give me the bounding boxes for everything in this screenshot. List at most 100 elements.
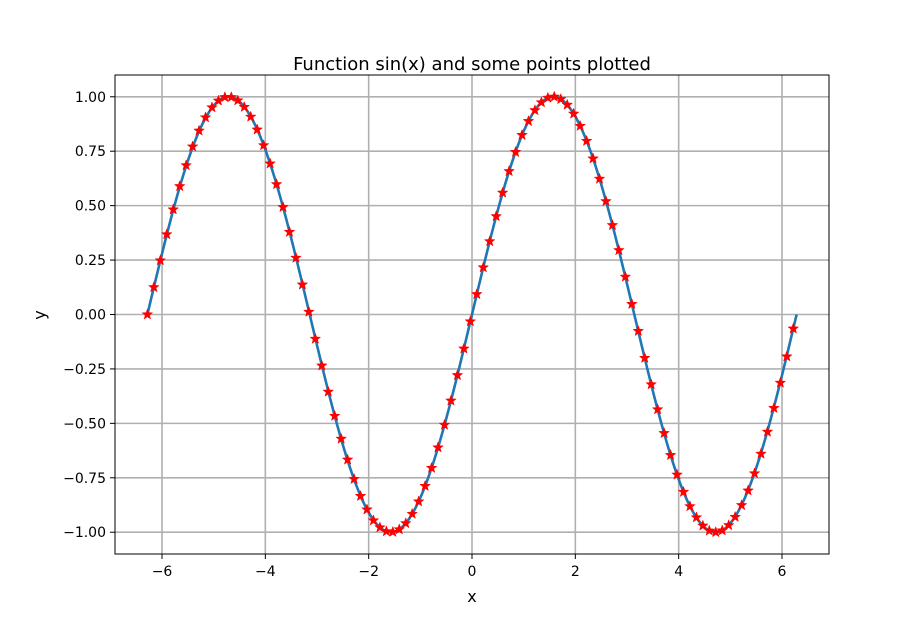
- data-point-star: [522, 114, 535, 127]
- data-point-star: [328, 409, 341, 421]
- data-point-star: [606, 219, 619, 231]
- data-point-star: [160, 228, 173, 240]
- data-point-star: [780, 350, 793, 362]
- data-point-star: [373, 521, 386, 533]
- x-tick-label: 4: [674, 564, 683, 580]
- data-point-star: [787, 322, 800, 334]
- x-axis-ticks: −6 −4 −2 0 2 4 6: [152, 554, 787, 580]
- data-point-star: [761, 425, 774, 437]
- data-point-star: [238, 100, 251, 113]
- data-point-star: [251, 123, 264, 135]
- data-point-star: [490, 210, 503, 222]
- data-point-star: [361, 503, 373, 515]
- data-point-star: [625, 297, 638, 310]
- data-point-star: [432, 441, 444, 453]
- data-point-star: [154, 254, 167, 266]
- data-point-star: [348, 472, 360, 485]
- y-tick-label: 0.75: [75, 144, 106, 160]
- data-point-star: [257, 139, 270, 151]
- y-axis-label: y: [30, 310, 49, 319]
- data-point-star: [277, 200, 289, 213]
- data-point-star: [703, 524, 716, 536]
- data-point-star: [264, 157, 277, 169]
- data-point-star: [658, 426, 671, 439]
- data-point-star: [587, 152, 599, 164]
- data-point-star: [767, 401, 780, 414]
- x-tick-label: 0: [468, 564, 477, 580]
- y-tick-label: 0.25: [75, 253, 106, 269]
- data-point-star: [270, 178, 283, 190]
- data-point-star: [677, 485, 690, 497]
- data-point-star: [335, 432, 348, 444]
- x-tick-label: −6: [152, 564, 173, 580]
- data-point-star: [231, 94, 244, 106]
- data-point-star: [561, 98, 574, 110]
- data-point-star: [574, 119, 587, 131]
- data-point-star: [632, 324, 645, 337]
- data-point-star: [735, 499, 748, 511]
- data-point-star: [386, 525, 399, 538]
- data-point-star: [173, 180, 186, 192]
- data-point-star: [445, 394, 457, 406]
- data-point-star: [147, 281, 160, 293]
- data-point-star: [477, 261, 490, 273]
- data-point-star: [470, 288, 483, 300]
- data-point-star: [315, 359, 328, 371]
- data-point-star: [283, 225, 296, 238]
- data-point-star: [755, 447, 767, 459]
- x-tick-label: −4: [255, 564, 276, 580]
- data-point-star: [671, 468, 683, 480]
- data-point-star: [651, 403, 664, 415]
- data-point-star: [580, 134, 593, 147]
- data-point-star: [503, 165, 516, 177]
- data-point-star: [290, 251, 302, 263]
- x-tick-label: 2: [571, 564, 580, 580]
- y-tick-label: 0.50: [75, 199, 106, 215]
- data-point-star: [186, 140, 199, 152]
- data-point-star: [638, 351, 651, 364]
- data-point-star: [464, 315, 477, 327]
- grid-lines: [115, 75, 829, 554]
- y-tick-label: −0.75: [63, 471, 106, 487]
- data-point-star: [367, 514, 380, 526]
- data-point-star: [600, 195, 612, 207]
- data-point-star: [690, 511, 703, 523]
- data-point-star: [341, 453, 354, 465]
- data-point-star: [309, 332, 322, 344]
- data-point-star: [244, 110, 257, 122]
- chart-title: Function sin(x) and some points plotted: [293, 54, 651, 75]
- scatter-points: [141, 90, 800, 538]
- data-point-star: [696, 519, 709, 531]
- data-point-star: [406, 507, 419, 519]
- data-point-star: [496, 186, 509, 198]
- data-point-star: [393, 523, 406, 535]
- data-point-star: [645, 378, 658, 390]
- y-tick-label: −1.00: [63, 525, 106, 541]
- data-point-star: [529, 104, 541, 116]
- data-point-star: [225, 90, 238, 103]
- data-point-star: [419, 479, 432, 492]
- data-point-star: [302, 305, 315, 317]
- data-point-star: [296, 278, 309, 290]
- data-point-star: [748, 467, 761, 479]
- data-point-star: [483, 235, 496, 247]
- data-point-star: [774, 376, 787, 388]
- y-tick-label: 1.00: [75, 90, 106, 106]
- data-point-star: [322, 385, 335, 397]
- data-point-star: [354, 489, 367, 502]
- data-point-star: [684, 500, 696, 512]
- data-point-star: [548, 90, 561, 102]
- y-axis-ticks: −1.00 −0.75 −0.50 −0.25 0.00 0.25 0.50 0.75 1.00: [63, 90, 115, 541]
- sine-curve-layer: [146, 95, 798, 534]
- data-point-star: [554, 92, 567, 105]
- x-tick-label: 6: [778, 564, 787, 580]
- data-point-star: [509, 145, 522, 158]
- x-tick-label: −2: [358, 564, 379, 580]
- y-tick-label: −0.50: [63, 416, 106, 432]
- data-point-star: [380, 525, 393, 537]
- data-point-star: [193, 124, 205, 136]
- data-point-star: [567, 107, 580, 119]
